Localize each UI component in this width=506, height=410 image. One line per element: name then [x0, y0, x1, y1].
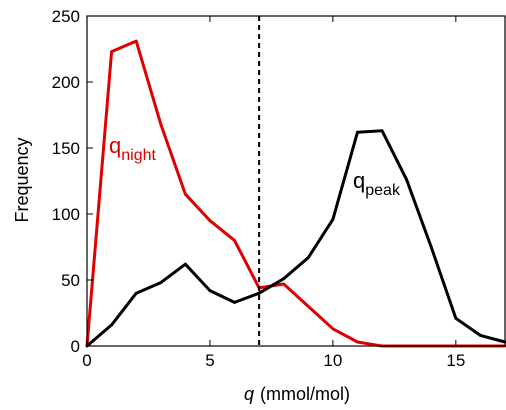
x-axis-title-var: q [244, 384, 254, 404]
data-point-night [233, 239, 236, 242]
x-axis-title: q (mmol/mol) [244, 384, 350, 404]
data-point-night [110, 50, 113, 53]
series-line-peak [86, 129, 506, 348]
series-layer [85, 39, 506, 348]
data-point-peak [356, 130, 359, 134]
y-tick-label: 100 [52, 205, 80, 224]
data-point-peak [257, 291, 261, 295]
data-point-peak [184, 262, 187, 266]
x-tick-label: 15 [446, 351, 465, 370]
series-label-q-night-sub: night [121, 147, 156, 164]
x-axis-title-unit: (mmol/mol) [260, 384, 350, 404]
data-point-peak [454, 316, 458, 320]
data-point-peak [429, 245, 433, 249]
series-label-q-peak: qpeak [353, 168, 401, 199]
series-label-q-peak-sub: peak [365, 182, 401, 199]
y-tick-label: 150 [52, 139, 80, 158]
data-point-night [134, 39, 138, 43]
plot-frame [86, 15, 506, 347]
y-tick-label: 50 [61, 271, 80, 290]
data-point-night [159, 122, 163, 126]
data-point-peak [306, 256, 310, 259]
data-point-peak [405, 178, 408, 182]
data-point-night [208, 219, 212, 223]
series-label-q-night: qnight [109, 133, 157, 164]
data-point-peak [233, 301, 236, 304]
data-point-peak [331, 217, 335, 221]
data-point-night [306, 305, 310, 308]
x-tick-label: 5 [205, 351, 214, 370]
data-point-night [331, 327, 335, 331]
y-tick-label: 250 [52, 7, 80, 26]
data-point-peak [208, 289, 212, 292]
data-point-night [282, 282, 286, 286]
data-point-peak [134, 291, 138, 295]
series-label-q-night-base: q [109, 133, 121, 158]
y-tick-label: 0 [71, 337, 80, 356]
series-label-q-peak-base: q [353, 168, 365, 193]
x-tick-label: 10 [323, 351, 342, 370]
y-tick-label: 200 [52, 73, 80, 92]
data-point-peak [282, 277, 286, 281]
y-axis-title: Frequency [12, 137, 32, 222]
data-point-night [356, 340, 359, 344]
data-point-peak [380, 129, 384, 133]
data-point-peak [479, 334, 482, 337]
data-point-peak [110, 323, 113, 327]
series-line-night [85, 39, 505, 348]
data-point-night [184, 192, 187, 196]
data-point-peak [159, 281, 163, 284]
x-tick-label: 0 [82, 351, 91, 370]
